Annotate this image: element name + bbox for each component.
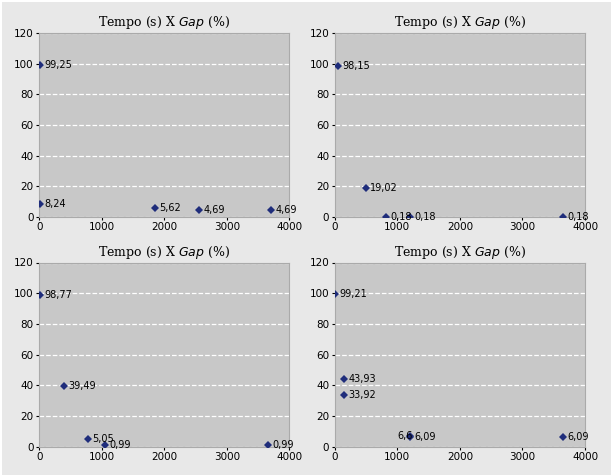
Text: 4,69: 4,69 [203,205,225,215]
Text: 0,18: 0,18 [414,212,436,222]
Text: 5,05: 5,05 [92,434,114,444]
Text: 5,62: 5,62 [159,203,181,213]
Text: 0,99: 0,99 [110,440,131,450]
Text: 98,15: 98,15 [342,61,370,71]
Text: 8,24: 8,24 [44,199,66,209]
Text: 4,69: 4,69 [275,205,297,215]
Text: 6,09: 6,09 [567,432,589,442]
Title: Tempo (s) X $\it{Gap}$ (%): Tempo (s) X $\it{Gap}$ (%) [99,244,230,260]
Text: 6,6: 6,6 [397,431,412,441]
Text: 99,21: 99,21 [340,289,368,299]
Text: 99,25: 99,25 [44,60,72,69]
Text: 19,02: 19,02 [370,183,398,193]
Title: Tempo (s) X $\it{Gap}$ (%): Tempo (s) X $\it{Gap}$ (%) [394,14,526,31]
Text: 6,09: 6,09 [414,432,436,442]
Text: 33,92: 33,92 [349,389,376,399]
Text: 0,99: 0,99 [272,440,293,450]
Text: 43,93: 43,93 [349,374,376,384]
Text: 39,49: 39,49 [69,381,96,391]
Text: 98,77: 98,77 [44,290,72,300]
Title: Tempo (s) X $\it{Gap}$ (%): Tempo (s) X $\it{Gap}$ (%) [99,14,230,31]
Title: Tempo (s) X $\it{Gap}$ (%): Tempo (s) X $\it{Gap}$ (%) [394,244,526,260]
Text: 0,18: 0,18 [567,212,589,222]
Text: 0,18: 0,18 [390,212,412,222]
